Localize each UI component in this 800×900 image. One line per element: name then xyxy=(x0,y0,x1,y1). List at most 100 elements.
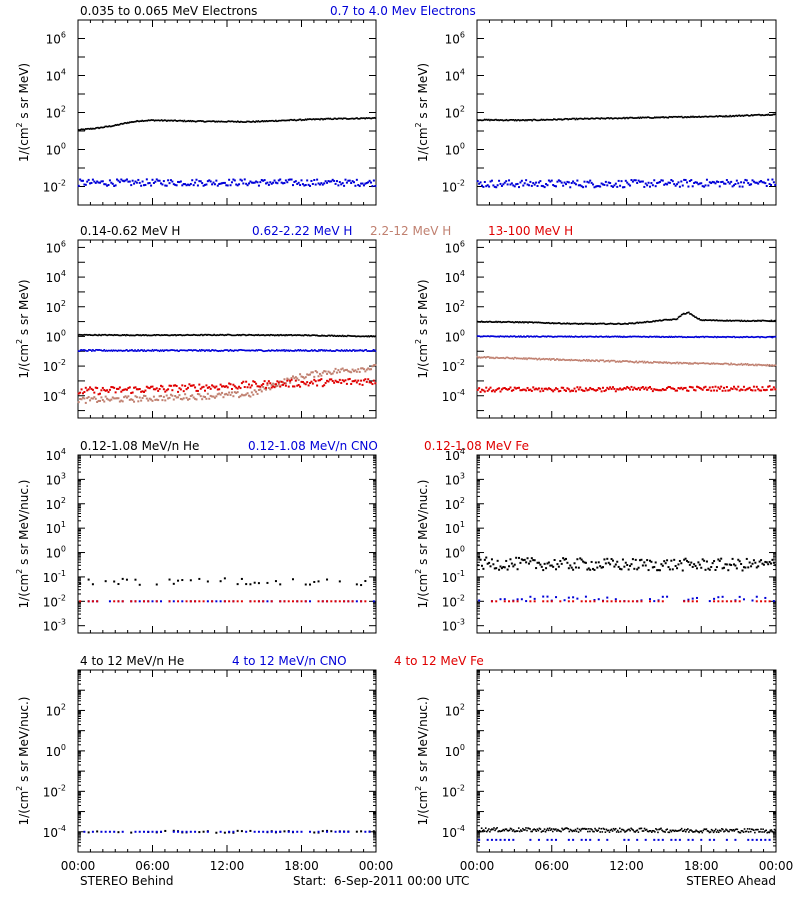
data-point xyxy=(673,362,676,364)
series-blue xyxy=(476,178,777,189)
data-point xyxy=(291,385,294,388)
data-point xyxy=(572,322,575,325)
data-point xyxy=(204,389,207,392)
data-point xyxy=(520,598,523,601)
data-point xyxy=(697,336,699,338)
data-point xyxy=(185,334,188,336)
data-point xyxy=(736,115,739,117)
data-point xyxy=(145,397,148,400)
data-point xyxy=(116,334,119,336)
data-point xyxy=(708,386,711,389)
data-point xyxy=(755,363,757,366)
legend-entry: 4 to 12 MeV/n CNO xyxy=(232,654,347,668)
data-point xyxy=(218,120,221,123)
data-point xyxy=(243,333,245,336)
data-point xyxy=(301,334,304,337)
data-point xyxy=(525,321,527,324)
data-point xyxy=(598,335,600,338)
data-point xyxy=(769,336,772,338)
data-point xyxy=(570,335,573,338)
data-point xyxy=(691,600,694,603)
data-point xyxy=(189,384,192,387)
data-point xyxy=(734,564,737,567)
data-point xyxy=(607,359,610,362)
data-point xyxy=(647,321,650,323)
data-point xyxy=(204,350,206,353)
data-point xyxy=(586,117,588,120)
data-point xyxy=(362,368,365,371)
data-point xyxy=(121,600,124,603)
data-point xyxy=(754,320,756,323)
data-point xyxy=(169,334,171,337)
data-point xyxy=(656,388,659,391)
data-point xyxy=(291,830,294,833)
data-point xyxy=(564,183,567,186)
data-point xyxy=(98,333,100,336)
data-point xyxy=(135,388,138,391)
data-point xyxy=(206,334,208,337)
data-point xyxy=(626,564,629,567)
data-point xyxy=(279,600,282,603)
data-point xyxy=(527,118,529,121)
data-point xyxy=(684,336,687,339)
data-point xyxy=(211,120,213,123)
data-point xyxy=(525,600,528,603)
data-point xyxy=(304,583,307,586)
data-point xyxy=(530,321,532,324)
data-point xyxy=(284,382,287,385)
data-point xyxy=(642,335,645,338)
data-point xyxy=(588,828,590,830)
data-point xyxy=(211,349,213,351)
data-point xyxy=(282,334,284,337)
data-point xyxy=(174,349,176,352)
data-point xyxy=(607,322,610,325)
data-point xyxy=(559,322,561,325)
data-point xyxy=(300,179,303,182)
data-point xyxy=(229,184,232,187)
data-point xyxy=(629,360,631,363)
data-point xyxy=(147,830,150,833)
data-point xyxy=(648,321,651,323)
data-point xyxy=(545,387,548,390)
data-point xyxy=(631,828,633,831)
data-point xyxy=(572,117,575,120)
data-point xyxy=(113,580,116,583)
data-point xyxy=(219,830,222,833)
data-point xyxy=(280,119,282,122)
data-point xyxy=(576,335,579,338)
data-point xyxy=(485,320,488,323)
data-point xyxy=(172,600,175,603)
data-point xyxy=(703,185,706,188)
data-point xyxy=(701,185,704,188)
data-point xyxy=(608,361,611,363)
data-point xyxy=(274,181,277,184)
data-point xyxy=(728,115,730,118)
data-point xyxy=(279,349,281,352)
data-point xyxy=(296,349,299,352)
data-point xyxy=(590,388,593,391)
data-point xyxy=(81,392,84,395)
data-point xyxy=(760,389,763,392)
data-point xyxy=(338,117,341,120)
data-point xyxy=(676,116,679,118)
data-point xyxy=(225,184,228,187)
data-point xyxy=(748,115,751,117)
data-point xyxy=(253,389,256,392)
data-point xyxy=(755,114,757,116)
data-point xyxy=(772,113,775,116)
data-point xyxy=(593,336,595,338)
data-point xyxy=(582,186,585,189)
data-point xyxy=(751,179,754,182)
data-point xyxy=(263,387,266,390)
data-point xyxy=(633,322,636,325)
data-point xyxy=(624,561,627,564)
data-point xyxy=(726,335,728,338)
data-point xyxy=(99,349,101,351)
data-point xyxy=(598,827,600,830)
data-point xyxy=(91,830,94,833)
data-point xyxy=(595,323,597,325)
data-point xyxy=(121,350,124,352)
data-point xyxy=(256,120,259,123)
data-point xyxy=(523,388,526,391)
data-point xyxy=(658,335,660,338)
